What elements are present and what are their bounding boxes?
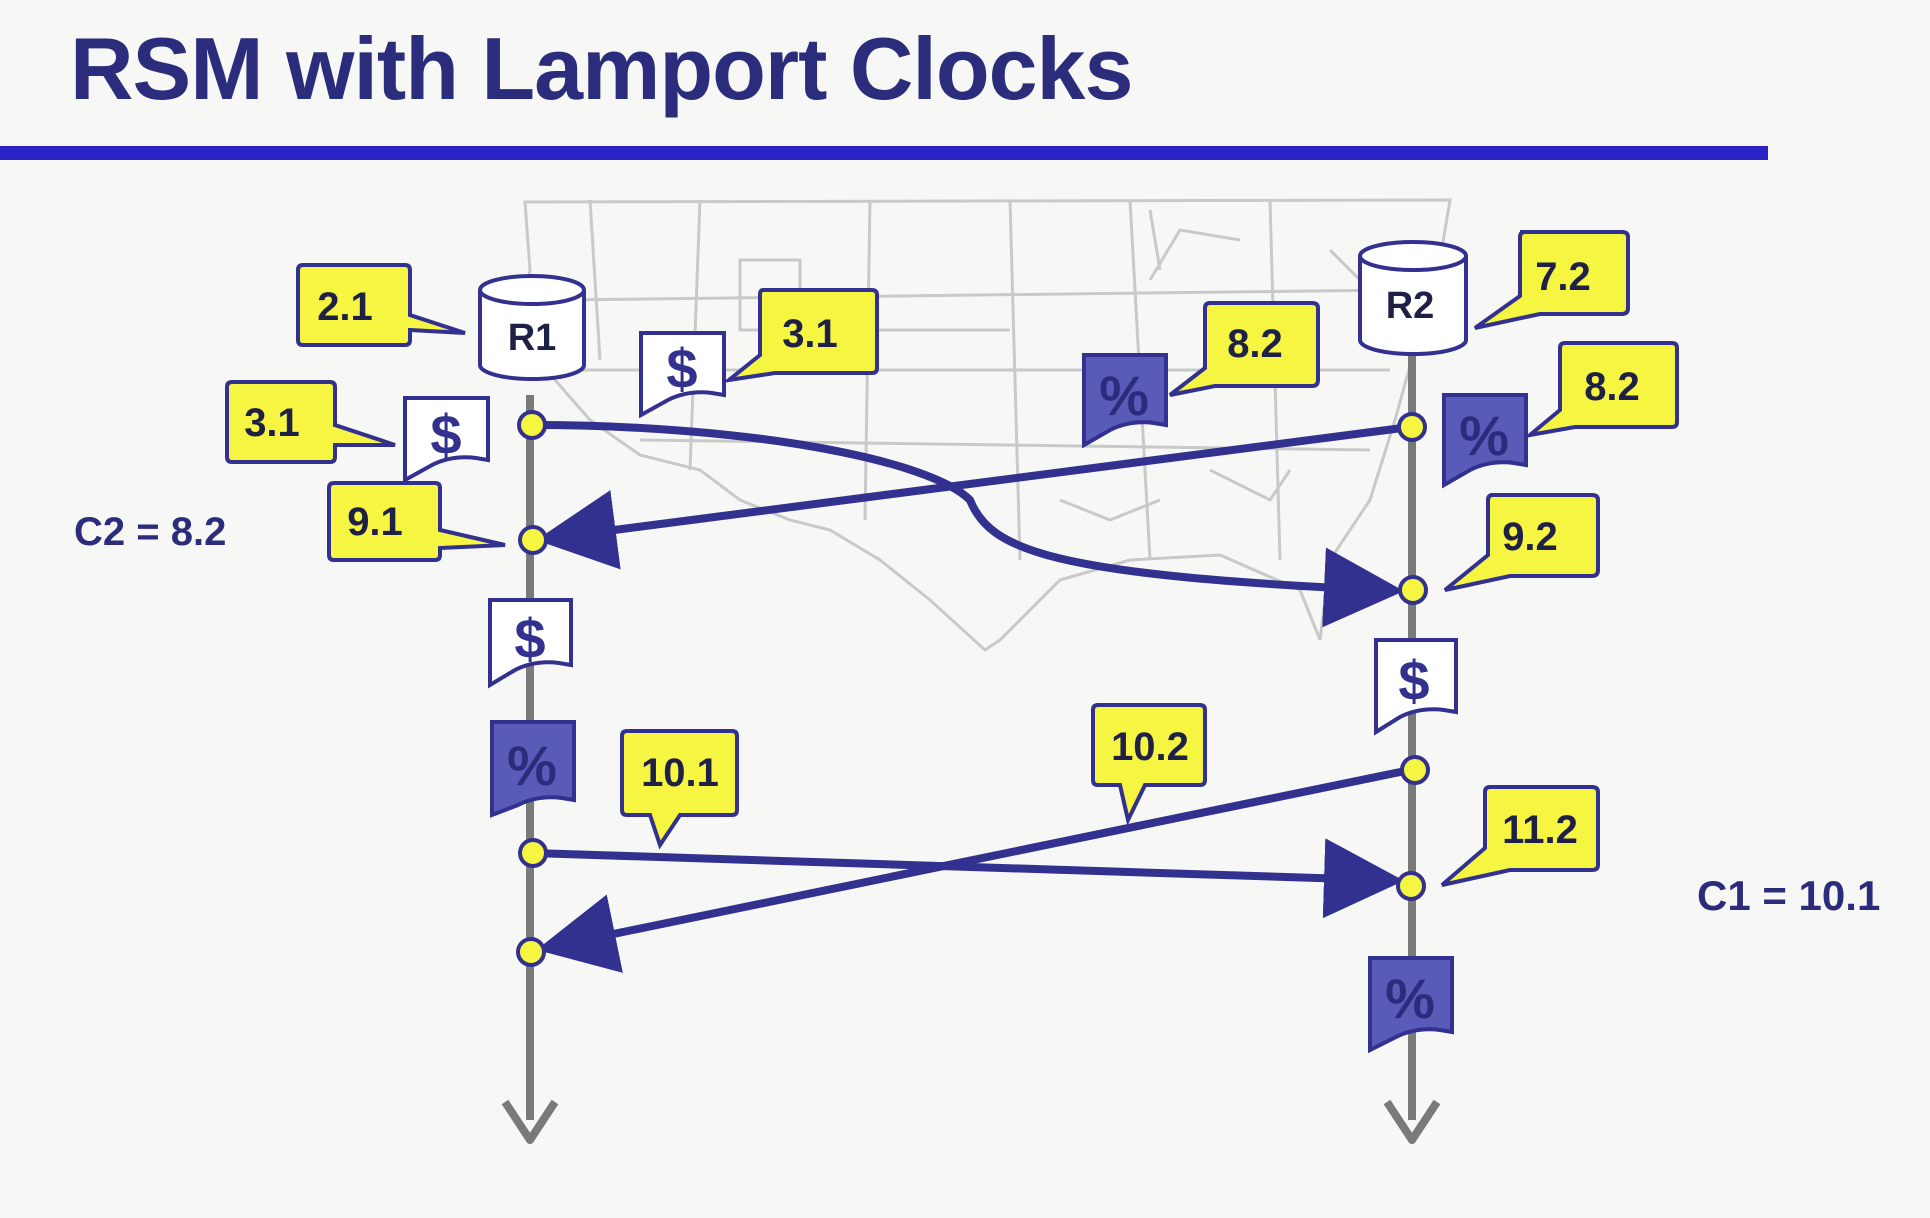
clock-state-c1: C1 = 10.1 bbox=[1697, 872, 1880, 919]
svg-text:$: $ bbox=[514, 607, 545, 670]
bubble-r2-recv2: 11.2 bbox=[1440, 785, 1600, 887]
event-r2-send2 bbox=[1400, 755, 1430, 785]
doc-dollar-r1-applied: $ bbox=[488, 598, 573, 689]
svg-text:%: % bbox=[1459, 404, 1509, 467]
timestamp-label: 9.2 bbox=[1502, 515, 1558, 559]
dollar-document-icon bbox=[1374, 638, 1458, 736]
doc-dollar-r1-top: $ bbox=[403, 396, 490, 484]
timestamp-label: 8.2 bbox=[1584, 365, 1640, 409]
doc-percent-in-transit: % bbox=[1082, 353, 1168, 449]
percent-document-icon bbox=[1082, 353, 1168, 449]
arrow-down-icon bbox=[501, 1099, 559, 1144]
svg-text:$: $ bbox=[1398, 649, 1429, 712]
event-r1-recv bbox=[518, 525, 548, 555]
msg-percent-r2-to-r1 bbox=[536, 423, 1411, 570]
timestamp-label: 2.1 bbox=[317, 285, 373, 329]
bubble-r2-recv: 9.2 bbox=[1443, 493, 1600, 592]
event-r2-recv bbox=[1398, 575, 1428, 605]
replica-r1-label: R1 bbox=[508, 317, 557, 359]
event-r1-recv2 bbox=[516, 937, 546, 967]
svg-text:%: % bbox=[507, 734, 557, 797]
event-r2-send bbox=[1397, 412, 1427, 442]
bubble-r1-recv: 9.1 bbox=[327, 481, 506, 562]
title-divider bbox=[0, 146, 1768, 160]
event-dots bbox=[516, 410, 1430, 967]
doc-dollar-in-transit: $ bbox=[639, 331, 726, 419]
event-r1-send2 bbox=[518, 838, 548, 868]
bubble-r1-send2: 10.1 bbox=[620, 729, 739, 850]
svg-text:%: % bbox=[1099, 364, 1149, 427]
svg-text:$: $ bbox=[666, 337, 697, 400]
percent-document-icon bbox=[1368, 956, 1454, 1054]
replica-r2: R2 bbox=[1358, 240, 1468, 356]
clock-state-c2: C2 = 8.2 bbox=[74, 510, 226, 554]
doc-percent-r2-top: % bbox=[1442, 393, 1528, 489]
timestamp-label: 8.2 bbox=[1227, 322, 1283, 366]
arrow-down-icon bbox=[1383, 1099, 1441, 1144]
event-r2-recv2 bbox=[1396, 871, 1426, 901]
timestamp-label: 10.2 bbox=[1111, 725, 1189, 769]
replica-r1: R1 bbox=[478, 274, 586, 381]
msg-dollar-r1-to-r2 bbox=[531, 421, 1404, 628]
doc-dollar-r2-applied: $ bbox=[1374, 638, 1458, 736]
svg-text:$: $ bbox=[430, 403, 461, 466]
percent-document-icon bbox=[1442, 393, 1528, 489]
database-icon bbox=[1358, 256, 1468, 356]
bubble-r2-percent: 8.2 bbox=[1522, 341, 1679, 439]
bubble-r2-init: 7.2 bbox=[1473, 230, 1630, 330]
bubble-doc-dollar-top: 3.1 bbox=[721, 288, 879, 384]
event-r1-send bbox=[517, 410, 547, 440]
bubble-doc-percent-top: 8.2 bbox=[1168, 301, 1320, 397]
timestamp-label: 3.1 bbox=[244, 401, 300, 445]
replica-r2-label: R2 bbox=[1386, 285, 1435, 327]
database-icon bbox=[478, 290, 586, 381]
timestamp-label: 9.1 bbox=[347, 500, 403, 544]
bubble-r1-dollar: 3.1 bbox=[225, 380, 396, 464]
timestamp-label: 3.1 bbox=[782, 312, 838, 356]
timestamp-label: 7.2 bbox=[1535, 255, 1591, 299]
svg-text:%: % bbox=[1385, 967, 1435, 1030]
timestamp-label: 11.2 bbox=[1502, 808, 1578, 852]
doc-percent-r1-applied: % bbox=[490, 720, 576, 818]
message-arrows bbox=[531, 421, 1411, 973]
dollar-document-icon bbox=[488, 598, 573, 689]
dollar-document-icon bbox=[403, 396, 490, 484]
slide-title: RSM with Lamport Clocks bbox=[70, 19, 1133, 118]
msg-r2-to-r1-second bbox=[536, 766, 1411, 973]
bubble-r2-send2: 10.2 bbox=[1091, 703, 1207, 826]
bubble-r1-init: 2.1 bbox=[296, 263, 466, 347]
timestamp-label: 10.1 bbox=[641, 751, 719, 795]
dollar-document-icon bbox=[639, 331, 726, 419]
doc-percent-r2-applied: % bbox=[1368, 956, 1454, 1054]
percent-document-icon bbox=[490, 720, 576, 818]
